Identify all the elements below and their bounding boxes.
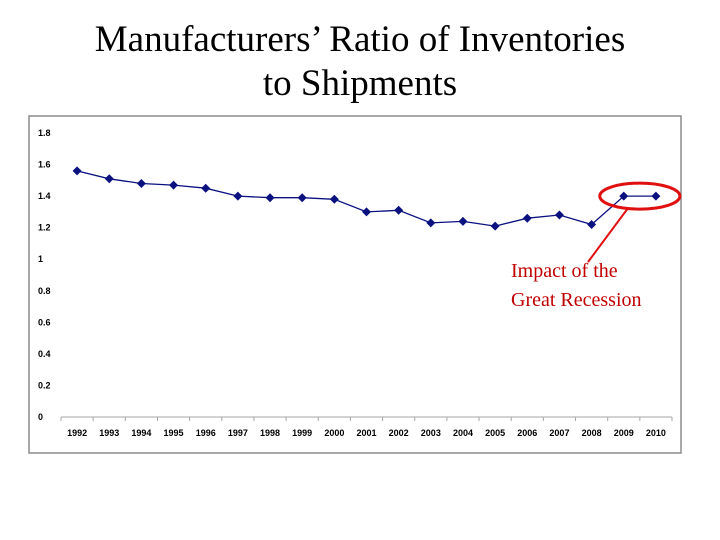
x-tick-label: 2009: [614, 428, 634, 438]
data-point: [104, 174, 114, 184]
annotation-line-1: Impact of the: [511, 260, 618, 282]
data-point: [169, 180, 179, 190]
y-tick-label: 0.4: [38, 349, 51, 359]
chart-frame: [28, 115, 682, 454]
data-point: [651, 191, 661, 201]
y-tick-label: 0.8: [38, 286, 51, 296]
x-tick-label: 1995: [164, 428, 184, 438]
data-point: [619, 191, 629, 201]
data-point: [554, 210, 564, 220]
y-tick-label: 0.2: [38, 380, 51, 390]
data-point: [394, 205, 404, 215]
x-tick-label: 2002: [389, 428, 409, 438]
x-tick-label: 2000: [324, 428, 344, 438]
recession-highlight-ellipse: [598, 181, 682, 211]
chart-title-line-2: to Shipments: [262, 63, 458, 104]
data-point: [201, 183, 211, 193]
x-tick-label: 1993: [99, 428, 119, 438]
data-point: [362, 207, 371, 217]
data-point: [329, 194, 339, 204]
data-point: [426, 218, 436, 228]
data-point: [72, 166, 82, 176]
x-tick-label: 1999: [292, 428, 312, 438]
y-tick-label: 1.4: [38, 191, 51, 201]
data-point: [458, 216, 468, 226]
x-tick-label: 1994: [131, 428, 151, 438]
x-tick-label: 2006: [517, 428, 537, 438]
x-tick-label: 2008: [582, 428, 602, 438]
annotation-arrow: [587, 207, 629, 263]
x-tick-label: 1998: [260, 428, 280, 438]
data-point: [587, 220, 597, 230]
y-tick-label: 1: [38, 254, 43, 264]
data-point: [297, 193, 307, 203]
x-axis: 1992 1993 1994 1995 1996 1997 1998 1999 2000 2001…: [60, 417, 673, 438]
x-tick-label: 2005: [485, 428, 505, 438]
y-tick-label: 1.6: [38, 160, 51, 170]
x-tick-label: 2010: [646, 428, 666, 438]
x-tick-label: 2004: [453, 428, 473, 438]
x-tick-label: 1997: [228, 428, 248, 438]
chart-title: Manufacturers’ Ratio of Inventories to S…: [0, 18, 720, 106]
data-point: [490, 221, 500, 231]
y-tick-label: 1.2: [38, 223, 51, 233]
series-markers: [72, 166, 661, 231]
y-tick-label: 1.8: [38, 128, 51, 138]
x-tick-label: 1992: [67, 428, 87, 438]
y-tick-label: 0: [38, 412, 43, 422]
x-tick-label: 2007: [549, 428, 569, 438]
data-point: [265, 193, 275, 203]
data-point: [233, 191, 243, 201]
data-point: [136, 178, 146, 188]
x-tick-label: 2003: [421, 428, 441, 438]
y-axis: 0 0.2 0.4 0.6 0.8 1 1.2 1.4 1.6 1.8: [38, 128, 51, 422]
x-tick-label: 2001: [356, 428, 376, 438]
chart-title-line-1: Manufacturers’ Ratio of Inventories: [94, 19, 626, 60]
x-tick-label: 1996: [196, 428, 216, 438]
data-point: [522, 213, 532, 223]
y-tick-label: 0.6: [38, 317, 51, 327]
annotation-line-2: Great Recession: [511, 289, 642, 311]
